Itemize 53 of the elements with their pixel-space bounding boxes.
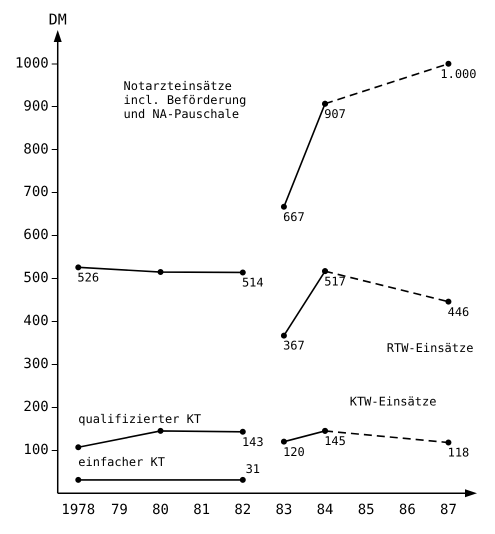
data-label: 514	[242, 276, 264, 290]
data-label: 517	[324, 274, 346, 288]
x-tick-label: 79	[110, 502, 128, 518]
x-tick-label: 83	[275, 502, 292, 518]
data-label: 118	[448, 446, 470, 460]
point	[280, 438, 287, 445]
point	[158, 269, 164, 276]
point	[240, 428, 246, 435]
y-tick-label: 100	[23, 442, 49, 458]
annotation: Notarzteinsätze incl. Beförderung und NA-Pauschale	[124, 79, 246, 122]
x-tick-label: 87	[440, 502, 457, 518]
y-tick-label: 400	[23, 313, 49, 330]
y-tick-label: 700	[23, 184, 49, 200]
y-tick-label: 500	[23, 270, 49, 286]
data-label: 143	[242, 434, 264, 449]
y-tick-label: 1000	[14, 55, 49, 72]
x-tick-label: 85	[358, 502, 375, 518]
annotation: KTW-Einsätze	[350, 394, 436, 409]
x-tick-label: 80	[152, 502, 169, 518]
data-label: 31	[246, 462, 260, 476]
point	[75, 444, 82, 450]
point	[240, 269, 246, 276]
data-label: 526	[77, 270, 100, 284]
data-label: 145	[324, 434, 346, 448]
x-tick-label: 82	[234, 502, 252, 518]
point	[75, 476, 82, 483]
point	[445, 60, 452, 67]
y-tick-label: 600	[23, 227, 49, 244]
point	[280, 332, 287, 339]
y-tick-label: 200	[23, 398, 49, 415]
x-tick-label: 86	[398, 502, 416, 518]
point	[280, 204, 287, 210]
y-tick-label: 800	[23, 141, 49, 158]
data-label: 446	[448, 304, 470, 319]
data-label: 907	[324, 106, 346, 121]
point	[75, 264, 82, 270]
annotation: einfacher KT	[78, 454, 165, 469]
data-label: 667	[283, 210, 305, 224]
y-tick-label: 300	[23, 356, 49, 372]
data-label: 1.000	[440, 66, 476, 81]
data-label: 367	[283, 338, 305, 353]
x-tick-label: 1978	[61, 502, 96, 518]
y-tick-label: 900	[23, 98, 49, 114]
y-axis-title: DM	[48, 10, 67, 28]
point	[240, 476, 246, 483]
x-tick-label: 81	[193, 502, 210, 518]
point	[158, 428, 164, 434]
annotation: RTW-Einsätze	[386, 341, 474, 356]
point	[445, 298, 452, 305]
x-tick-label: 84	[316, 502, 334, 518]
annotation: qualifizierter KT	[78, 412, 202, 426]
point	[445, 440, 452, 446]
data-label: 120	[283, 444, 305, 459]
